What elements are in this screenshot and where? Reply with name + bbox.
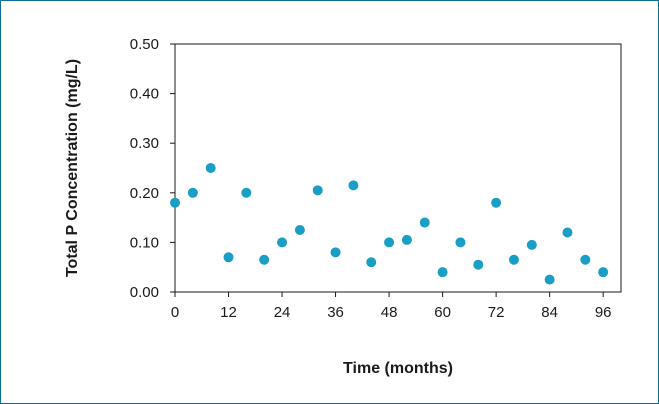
x-axis-title: Time (months) xyxy=(343,360,453,377)
data-point xyxy=(277,237,288,248)
x-tick-label: 72 xyxy=(488,304,505,321)
data-point xyxy=(223,252,234,263)
data-point xyxy=(187,187,198,198)
data-point xyxy=(259,254,270,265)
data-point xyxy=(455,237,466,248)
data-point xyxy=(330,247,341,258)
x-tick-label: 12 xyxy=(220,304,237,321)
data-point xyxy=(241,187,252,198)
data-point xyxy=(598,267,609,278)
y-tick-label: 0.50 xyxy=(130,36,159,53)
y-tick-label: 0.40 xyxy=(130,86,159,103)
x-axis-ticks: 0 12 24 36 48 60 72 84 96 xyxy=(171,292,612,321)
data-point xyxy=(473,259,484,270)
y-tick-label: 0.00 xyxy=(130,284,159,301)
y-axis-ticks: 0.00 0.10 0.20 0.30 0.40 0.50 xyxy=(130,36,175,301)
data-point xyxy=(544,274,555,285)
data-point xyxy=(294,225,305,235)
y-tick-label: 0.20 xyxy=(130,185,159,202)
x-tick-label: 24 xyxy=(274,304,291,321)
data-point xyxy=(491,197,502,208)
data-point xyxy=(526,239,537,250)
y-tick-label: 0.10 xyxy=(130,234,159,251)
x-tick-label: 84 xyxy=(541,304,558,321)
data-points xyxy=(170,163,609,285)
x-tick-label: 96 xyxy=(595,304,612,321)
data-point xyxy=(437,267,448,278)
data-point xyxy=(419,217,430,228)
plot-area-frame xyxy=(174,43,622,293)
data-point xyxy=(580,254,591,265)
data-point xyxy=(170,197,180,208)
data-point xyxy=(384,237,395,248)
x-tick-label: 0 xyxy=(171,304,179,321)
x-tick-label: 36 xyxy=(327,304,344,321)
data-point xyxy=(205,163,216,173)
x-tick-label: 48 xyxy=(381,304,398,321)
data-point xyxy=(312,185,323,196)
x-tick-label: 60 xyxy=(434,304,451,321)
data-point xyxy=(562,227,573,238)
y-axis-title: Total P Concentration (mg/L) xyxy=(64,59,81,277)
data-point xyxy=(401,234,412,245)
y-tick-label: 0.30 xyxy=(130,135,159,152)
data-point xyxy=(348,180,359,191)
data-point xyxy=(366,257,377,268)
data-point xyxy=(508,254,519,265)
